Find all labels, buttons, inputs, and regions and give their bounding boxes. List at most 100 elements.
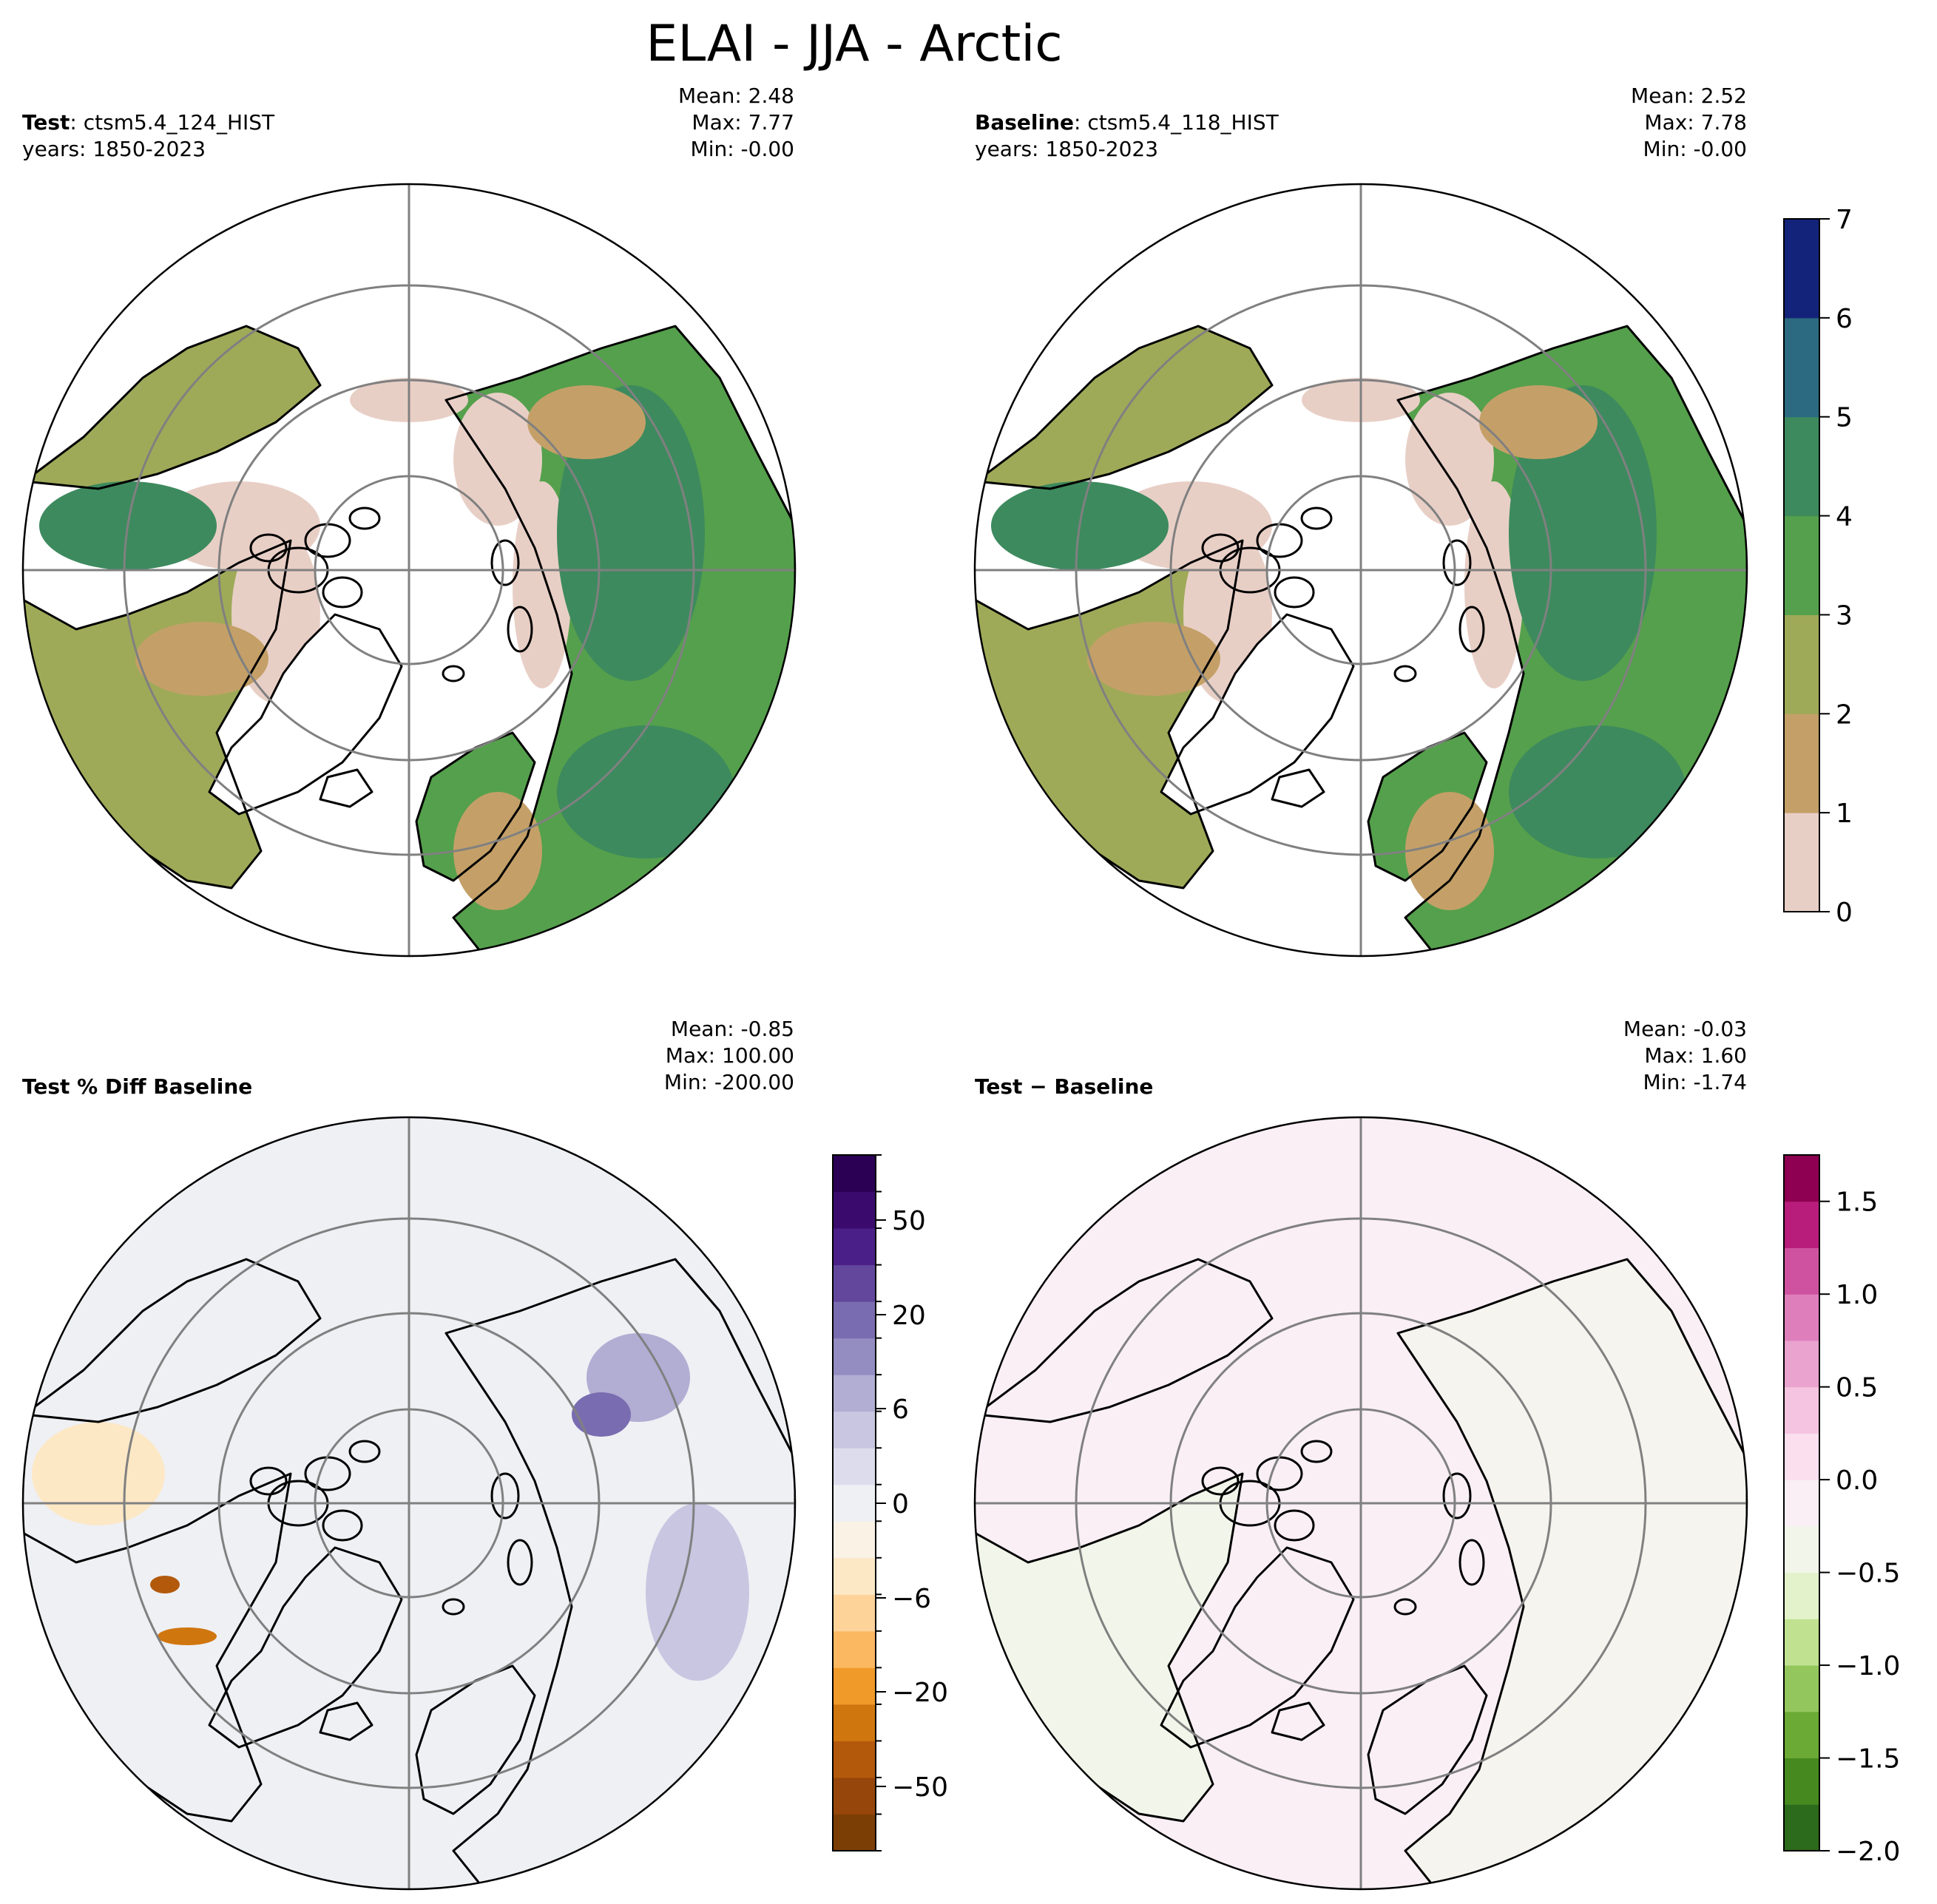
colorbar-segment <box>833 1777 876 1815</box>
coastline-island <box>507 606 533 653</box>
stat-min: Min: -200.00 <box>663 1070 794 1094</box>
colorbar-tick-label: 50 <box>892 1206 926 1236</box>
colorbar-tick-label: 2 <box>1836 699 1853 730</box>
stat-min: Min: -0.00 <box>690 137 794 161</box>
map-panel-pctdiff <box>21 1116 797 1891</box>
panel-label-rest: : ctsm5.4_124_HIST <box>70 110 275 135</box>
coastline-iceland <box>319 1701 373 1741</box>
colorbar-segment <box>1784 1572 1819 1619</box>
coastline-island <box>1300 507 1333 530</box>
forest-patch <box>557 385 705 681</box>
colorbar-segment <box>1784 1525 1819 1573</box>
land-field-greenland <box>209 614 402 814</box>
forest-patch <box>1509 725 1686 858</box>
land-field-alaska <box>24 326 320 489</box>
shrub-patch <box>527 385 646 459</box>
colorbar-segment <box>833 1814 876 1852</box>
coastline-island <box>1393 665 1417 682</box>
colorbar-tick-label: 6 <box>892 1395 909 1425</box>
panel-label-bold: Test % Diff Baseline <box>22 1074 253 1099</box>
coastline-island <box>1201 1466 1240 1496</box>
coastline-island <box>1393 1598 1417 1616</box>
stat-max: Max: 7.78 <box>1644 110 1747 135</box>
colorbar-segment <box>833 1375 876 1412</box>
colorbars: 0 1 2 3 4 5 6 7 50 20 6 0 −6 −20 −50 1.5 1.0 0.5 0.0 −0.5 −1… <box>832 205 1900 1867</box>
colorbar-tick-label: 0 <box>892 1489 909 1520</box>
colorbar-tick-label: 1 <box>1836 799 1853 829</box>
coastline-island <box>442 665 465 682</box>
figure-title: ELAI - JJA - Arctic <box>646 15 1063 73</box>
colorbar-tick-label: 0.5 <box>1836 1373 1878 1403</box>
panel-header-diff: Test − Baseline <box>975 1074 1153 1100</box>
tundra-patch <box>1405 393 1494 526</box>
coastline-island <box>249 1466 288 1496</box>
panel-stats-diff: Mean: -0.03 Max: 1.60 Min: -1.74 <box>1623 1016 1747 1096</box>
forest-patch <box>1509 385 1657 681</box>
colorbar-segment <box>1784 416 1819 517</box>
panel-header-baseline: Baseline: ctsm5.4_118_HIST years: 1850-2… <box>975 109 1279 163</box>
colorbar-segment <box>833 1411 876 1449</box>
coastline-iceland <box>1271 1701 1325 1741</box>
panel-label-bold: Test <box>22 110 70 135</box>
colorbar-segment <box>833 1191 876 1229</box>
colorbar-segment <box>833 1264 876 1302</box>
colorbar-tick-label: −6 <box>892 1584 931 1614</box>
coastline-island <box>490 1472 520 1520</box>
coastline-alaska <box>23 325 322 490</box>
colorbar-tick-label: 0.0 <box>1836 1466 1878 1496</box>
panel-label-rest: : ctsm5.4_118_HIST <box>1074 110 1279 135</box>
colorbar-segment <box>1784 219 1819 319</box>
panel-stats-pctdiff: Mean: -0.85 Max: 100.00 Min: -200.00 <box>664 1016 794 1096</box>
colorbar-segment <box>833 1338 876 1375</box>
stat-max: Max: 1.60 <box>1644 1043 1747 1068</box>
coastline-island <box>1274 1509 1315 1542</box>
colorbar-segment <box>833 1521 876 1559</box>
colorbar-segment <box>833 1630 876 1668</box>
forest-patch <box>557 725 734 858</box>
coastline-island <box>490 539 520 586</box>
colorbar-segment <box>1784 515 1819 615</box>
pct-diff-patch <box>32 1422 165 1525</box>
coastline-greenland <box>1160 613 1355 816</box>
shrub-patch <box>135 622 268 696</box>
coastline-island <box>348 507 381 530</box>
colorbar-tick-label: 1.5 <box>1836 1188 1878 1218</box>
map-panel-diff <box>973 1116 1748 1891</box>
colorbar-segment <box>833 1741 876 1778</box>
stat-max: Max: 100.00 <box>665 1043 794 1068</box>
stat-min: Min: -1.74 <box>1643 1070 1747 1094</box>
colorbar-segment <box>1784 1480 1819 1527</box>
colorbar-tick-label: 5 <box>1836 403 1853 433</box>
colorbar-tick-label: 7 <box>1836 205 1853 235</box>
colorbar-tick-label: −0.5 <box>1836 1559 1900 1589</box>
coastline-island <box>442 1598 465 1616</box>
stat-max: Max: 7.77 <box>692 110 794 135</box>
colorbar-segment <box>1784 1665 1819 1712</box>
coastline-island <box>322 1509 363 1542</box>
diff-patch <box>1398 1259 1747 1888</box>
coastline-island <box>348 1440 381 1463</box>
pct-diff-patch <box>150 1576 180 1593</box>
stat-min: Min: -0.00 <box>1643 137 1747 161</box>
coastline-iceland <box>319 768 373 808</box>
coastline-island <box>249 533 288 563</box>
coastline-island <box>507 1539 533 1586</box>
pct-diff-patch <box>158 1627 217 1645</box>
coastline-island <box>1274 576 1315 609</box>
tundra-patch <box>453 393 542 526</box>
coastline-island <box>1201 533 1240 563</box>
map-boundary <box>973 1116 1748 1891</box>
colorbar-segment <box>1784 614 1819 714</box>
colorbar-segment <box>1784 1386 1819 1434</box>
colorbar-segment <box>1784 1433 1819 1480</box>
colorbar-segment <box>1784 1711 1819 1759</box>
stat-mean: Mean: 2.48 <box>678 84 794 108</box>
panel-years: years: 1850-2023 <box>22 137 206 161</box>
colorbar-tick-label: −50 <box>892 1772 948 1803</box>
coastline-island <box>1300 1440 1333 1463</box>
colorbar-tick-label: 1.0 <box>1836 1280 1878 1310</box>
colorbar-pct: 50 20 6 0 −6 −20 −50 <box>832 1154 948 1852</box>
colorbar-segment <box>833 1155 876 1193</box>
shrub-patch <box>1405 792 1494 910</box>
